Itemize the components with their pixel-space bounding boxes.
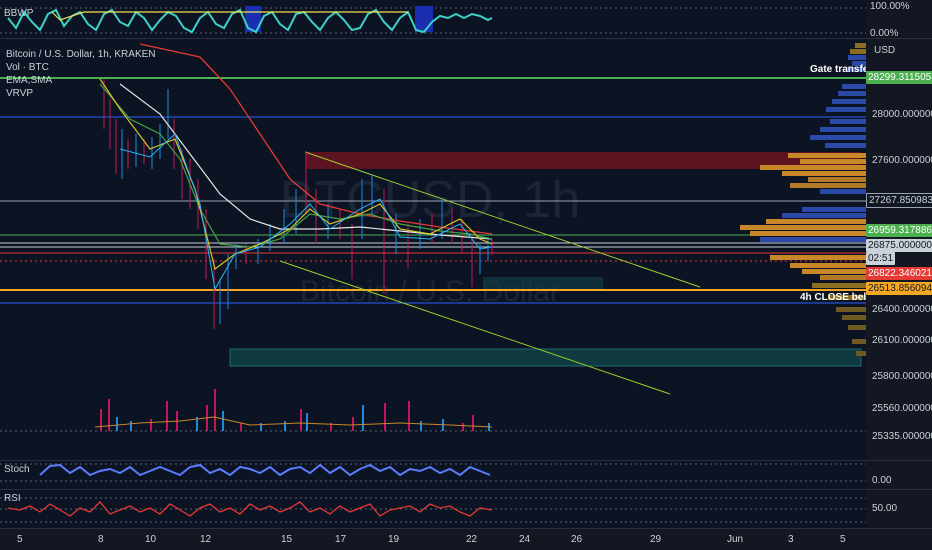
- price-tick-26100: 26100.00000000: [872, 335, 932, 346]
- price-tick-27600: 27600.00000000: [872, 155, 932, 166]
- price-tick-26400: 26400.00000000: [872, 304, 932, 315]
- rsi-pane[interactable]: RSI: [0, 490, 866, 528]
- stoch-label: Stoch: [4, 464, 30, 475]
- stoch-plot: [0, 463, 866, 482]
- bar-countdown: 02:51: [866, 252, 896, 265]
- time-label-15: 15: [281, 534, 293, 545]
- time-label-22: 22: [466, 534, 478, 545]
- orange-level-price-tag: 26513.85609475: [866, 282, 932, 295]
- bbwp-highlight-2: [415, 6, 433, 32]
- stoch-line: [39, 463, 491, 477]
- gate-transfer-price-tag: 28299.31150539: [866, 71, 932, 84]
- indicator-volume[interactable]: Vol · BTC: [6, 62, 49, 73]
- pane-divider[interactable]: [0, 38, 932, 39]
- bbwp-level-100: 100.00%: [870, 1, 910, 12]
- price-tick-28000: 28000.00000000: [872, 109, 932, 120]
- pane-divider-rsi[interactable]: [0, 489, 932, 490]
- rsi-axis-value: 50.00: [872, 503, 898, 514]
- bbwp-label: BBWP: [4, 8, 34, 19]
- time-label-10: 10: [145, 534, 157, 545]
- last-price-tag: 26875.00000000: [866, 239, 932, 252]
- green-level-price-tag: 26959.31788615: [866, 224, 932, 237]
- time-label-jun: Jun: [727, 534, 744, 545]
- time-label-3: 3: [788, 534, 794, 545]
- price-tick-25800: 25800.00000000: [872, 371, 932, 382]
- time-label-12: 12: [200, 534, 212, 545]
- bbwp-plot: [0, 6, 866, 34]
- stoch-axis-value: 0.00: [872, 475, 892, 486]
- time-label-8: 8: [98, 534, 104, 545]
- upper-gray-price-tag: 27267.85098332: [866, 193, 932, 208]
- bbwp-axis[interactable]: 100.00% 0.00%: [866, 0, 932, 39]
- rsi-plot: [0, 497, 866, 523]
- bbwp-line: [7, 8, 493, 34]
- watermark-symbol: BTCUSD, 1h: [280, 171, 581, 229]
- bbwp-level-0: 0.00%: [870, 28, 899, 39]
- price-tick-25335: 25335.00000000: [872, 431, 932, 442]
- ema-cyan: [119, 133, 493, 291]
- channel-top-line: [304, 151, 701, 288]
- red-level-price-tag: 26822.34602138: [866, 267, 932, 280]
- ema-red: [139, 43, 493, 235]
- pane-divider-stoch[interactable]: [0, 460, 932, 461]
- rsi-line: [7, 501, 493, 517]
- time-label-24: 24: [519, 534, 531, 545]
- currency-label: USD: [874, 45, 896, 56]
- small-zone: [483, 277, 603, 289]
- time-label-26: 26: [571, 534, 583, 545]
- vrvp-profile: [740, 43, 866, 356]
- ema-yellow: [99, 78, 493, 271]
- volume-ma: [94, 416, 493, 428]
- demand-zone: [229, 348, 862, 367]
- resistance-zone: [306, 152, 861, 169]
- chart-legend[interactable]: Bitcoin / U.S. Dollar, 1h, KRAKEN Vol · …: [6, 48, 156, 100]
- time-label-17: 17: [335, 534, 347, 545]
- gate-transfer-annotation: Gate transfer: [810, 64, 873, 75]
- stoch-pane[interactable]: Stoch: [0, 461, 866, 489]
- close-below-annotation: 4h CLOSE below: [800, 292, 881, 303]
- stoch-axis[interactable]: 0.00: [866, 461, 932, 489]
- price-tick-25560: 25560.00000000: [872, 403, 932, 414]
- time-label-19: 19: [388, 534, 400, 545]
- main-price-pane[interactable]: BTCUSD, 1h Bitcoin / U.S. Dollar: [0, 39, 880, 460]
- time-axis[interactable]: 5 8 10 12 15 17 19 22 24 26 29 Jun 3 5: [0, 528, 932, 550]
- price-axis[interactable]: USD 28299.31150539 28000.00000000 27600.…: [866, 39, 932, 460]
- time-label-29: 29: [650, 534, 662, 545]
- time-label-5-jun: 5: [840, 534, 846, 545]
- rsi-axis[interactable]: 50.00: [866, 490, 932, 528]
- bbwp-highlight-line: [51, 11, 408, 21]
- indicator-ema-sma[interactable]: EMA,SMA: [6, 75, 53, 86]
- rsi-label: RSI: [4, 493, 21, 504]
- price-plot: BTCUSD, 1h Bitcoin / U.S. Dollar: [0, 43, 866, 432]
- indicator-vrvp[interactable]: VRVP: [6, 88, 34, 99]
- symbol-title[interactable]: Bitcoin / U.S. Dollar, 1h, KRAKEN: [6, 49, 156, 60]
- time-label-5: 5: [17, 534, 23, 545]
- ema-white: [119, 83, 493, 240]
- channel-bottom-line: [279, 260, 671, 395]
- bbwp-pane[interactable]: BBWP: [0, 0, 866, 38]
